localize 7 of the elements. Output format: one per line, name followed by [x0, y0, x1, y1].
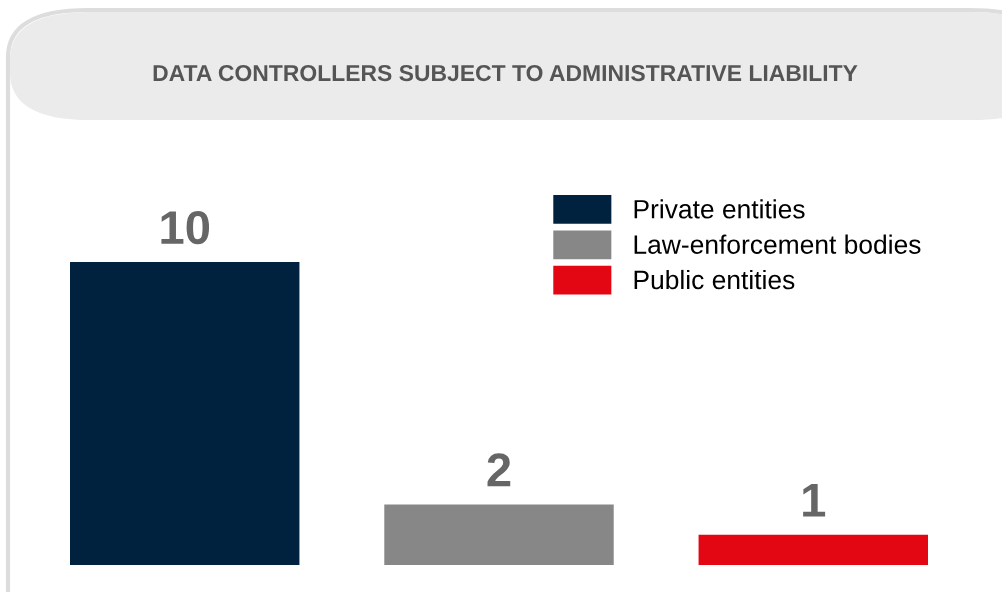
- data-label: 1: [803, 484, 826, 517]
- legend-label: Law-enforcement bodies: [634, 234, 921, 254]
- data-label: 10: [161, 210, 210, 245]
- chart-title: DATA CONTROLLERS SUBJECT TO ADMINISTRATIVE LIABILITY: [153, 64, 858, 82]
- legend-label: Private entities: [634, 199, 805, 219]
- legend-label: Public entities: [634, 269, 795, 290]
- data-label: 2: [487, 453, 511, 487]
